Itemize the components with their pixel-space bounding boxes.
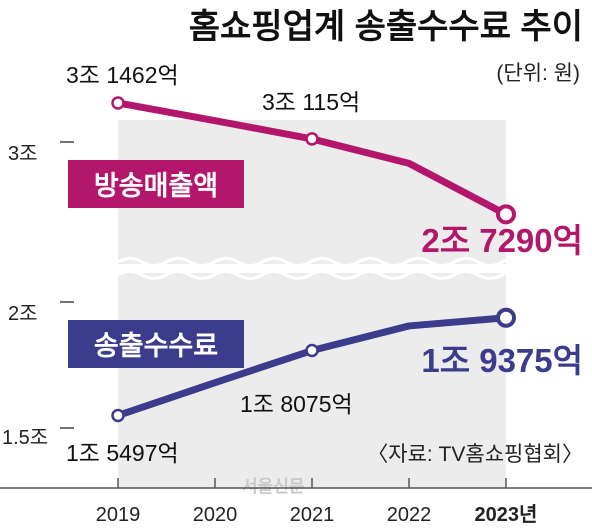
data-label-broadcast-2023: 2조 7290억 [421,222,583,259]
x-tick-label-2020: 2020 [193,504,238,526]
y-tick-label-1-5jo: 1.5조 [2,427,48,449]
legend-box-transmission-fee [68,320,244,368]
legend-box-broadcast-revenue [68,160,244,208]
watermark-logo: 서울신문 [242,477,305,496]
data-point-transmission-fee-2021 [305,343,319,358]
data-point-broadcast-revenue-2023년 [496,204,516,225]
source-note: 〈자료: TV홈쇼핑협회〉 [367,443,583,466]
data-label-fee-2019: 1조 5497억 [66,440,179,466]
data-points [111,96,516,423]
data-point-transmission-fee-2023년 [496,307,516,328]
data-point-broadcast-revenue-2021 [305,132,319,146]
axis-break-gap [118,264,506,273]
unit-label: (단위: 원) [496,62,580,85]
x-tick-label-2019: 2019 [96,504,141,526]
data-point-transmission-fee-2019 [111,408,125,423]
y-tick-label-3jo: 3조 [8,143,38,165]
legend-label-broadcast-revenue: 방송매출액 [94,171,218,201]
data-label-fee-2023: 1조 9375억 [421,342,583,379]
axis-break-wave [117,257,523,267]
x-tick-label-2023년: 2023년 [475,503,538,526]
x-tick-label-2022: 2022 [387,504,432,526]
data-label-broadcast-2021: 3조 115억 [262,89,360,115]
y-tick-label-2jo: 2조 [8,303,38,325]
data-label-fee-2021: 1조 8075억 [240,391,353,417]
legend-label-transmission-fee: 송출수수료 [94,331,218,361]
data-point-broadcast-revenue-2019 [111,96,125,110]
chart-title: 홈쇼핑업계 송출수수료 추이 [189,8,583,46]
x-tick-label-2021: 2021 [290,504,335,526]
data-label-broadcast-2019: 3조 1462억 [66,62,179,88]
x-axis-ticks: 2019 2020 2021 2022 2023년 [96,478,538,526]
